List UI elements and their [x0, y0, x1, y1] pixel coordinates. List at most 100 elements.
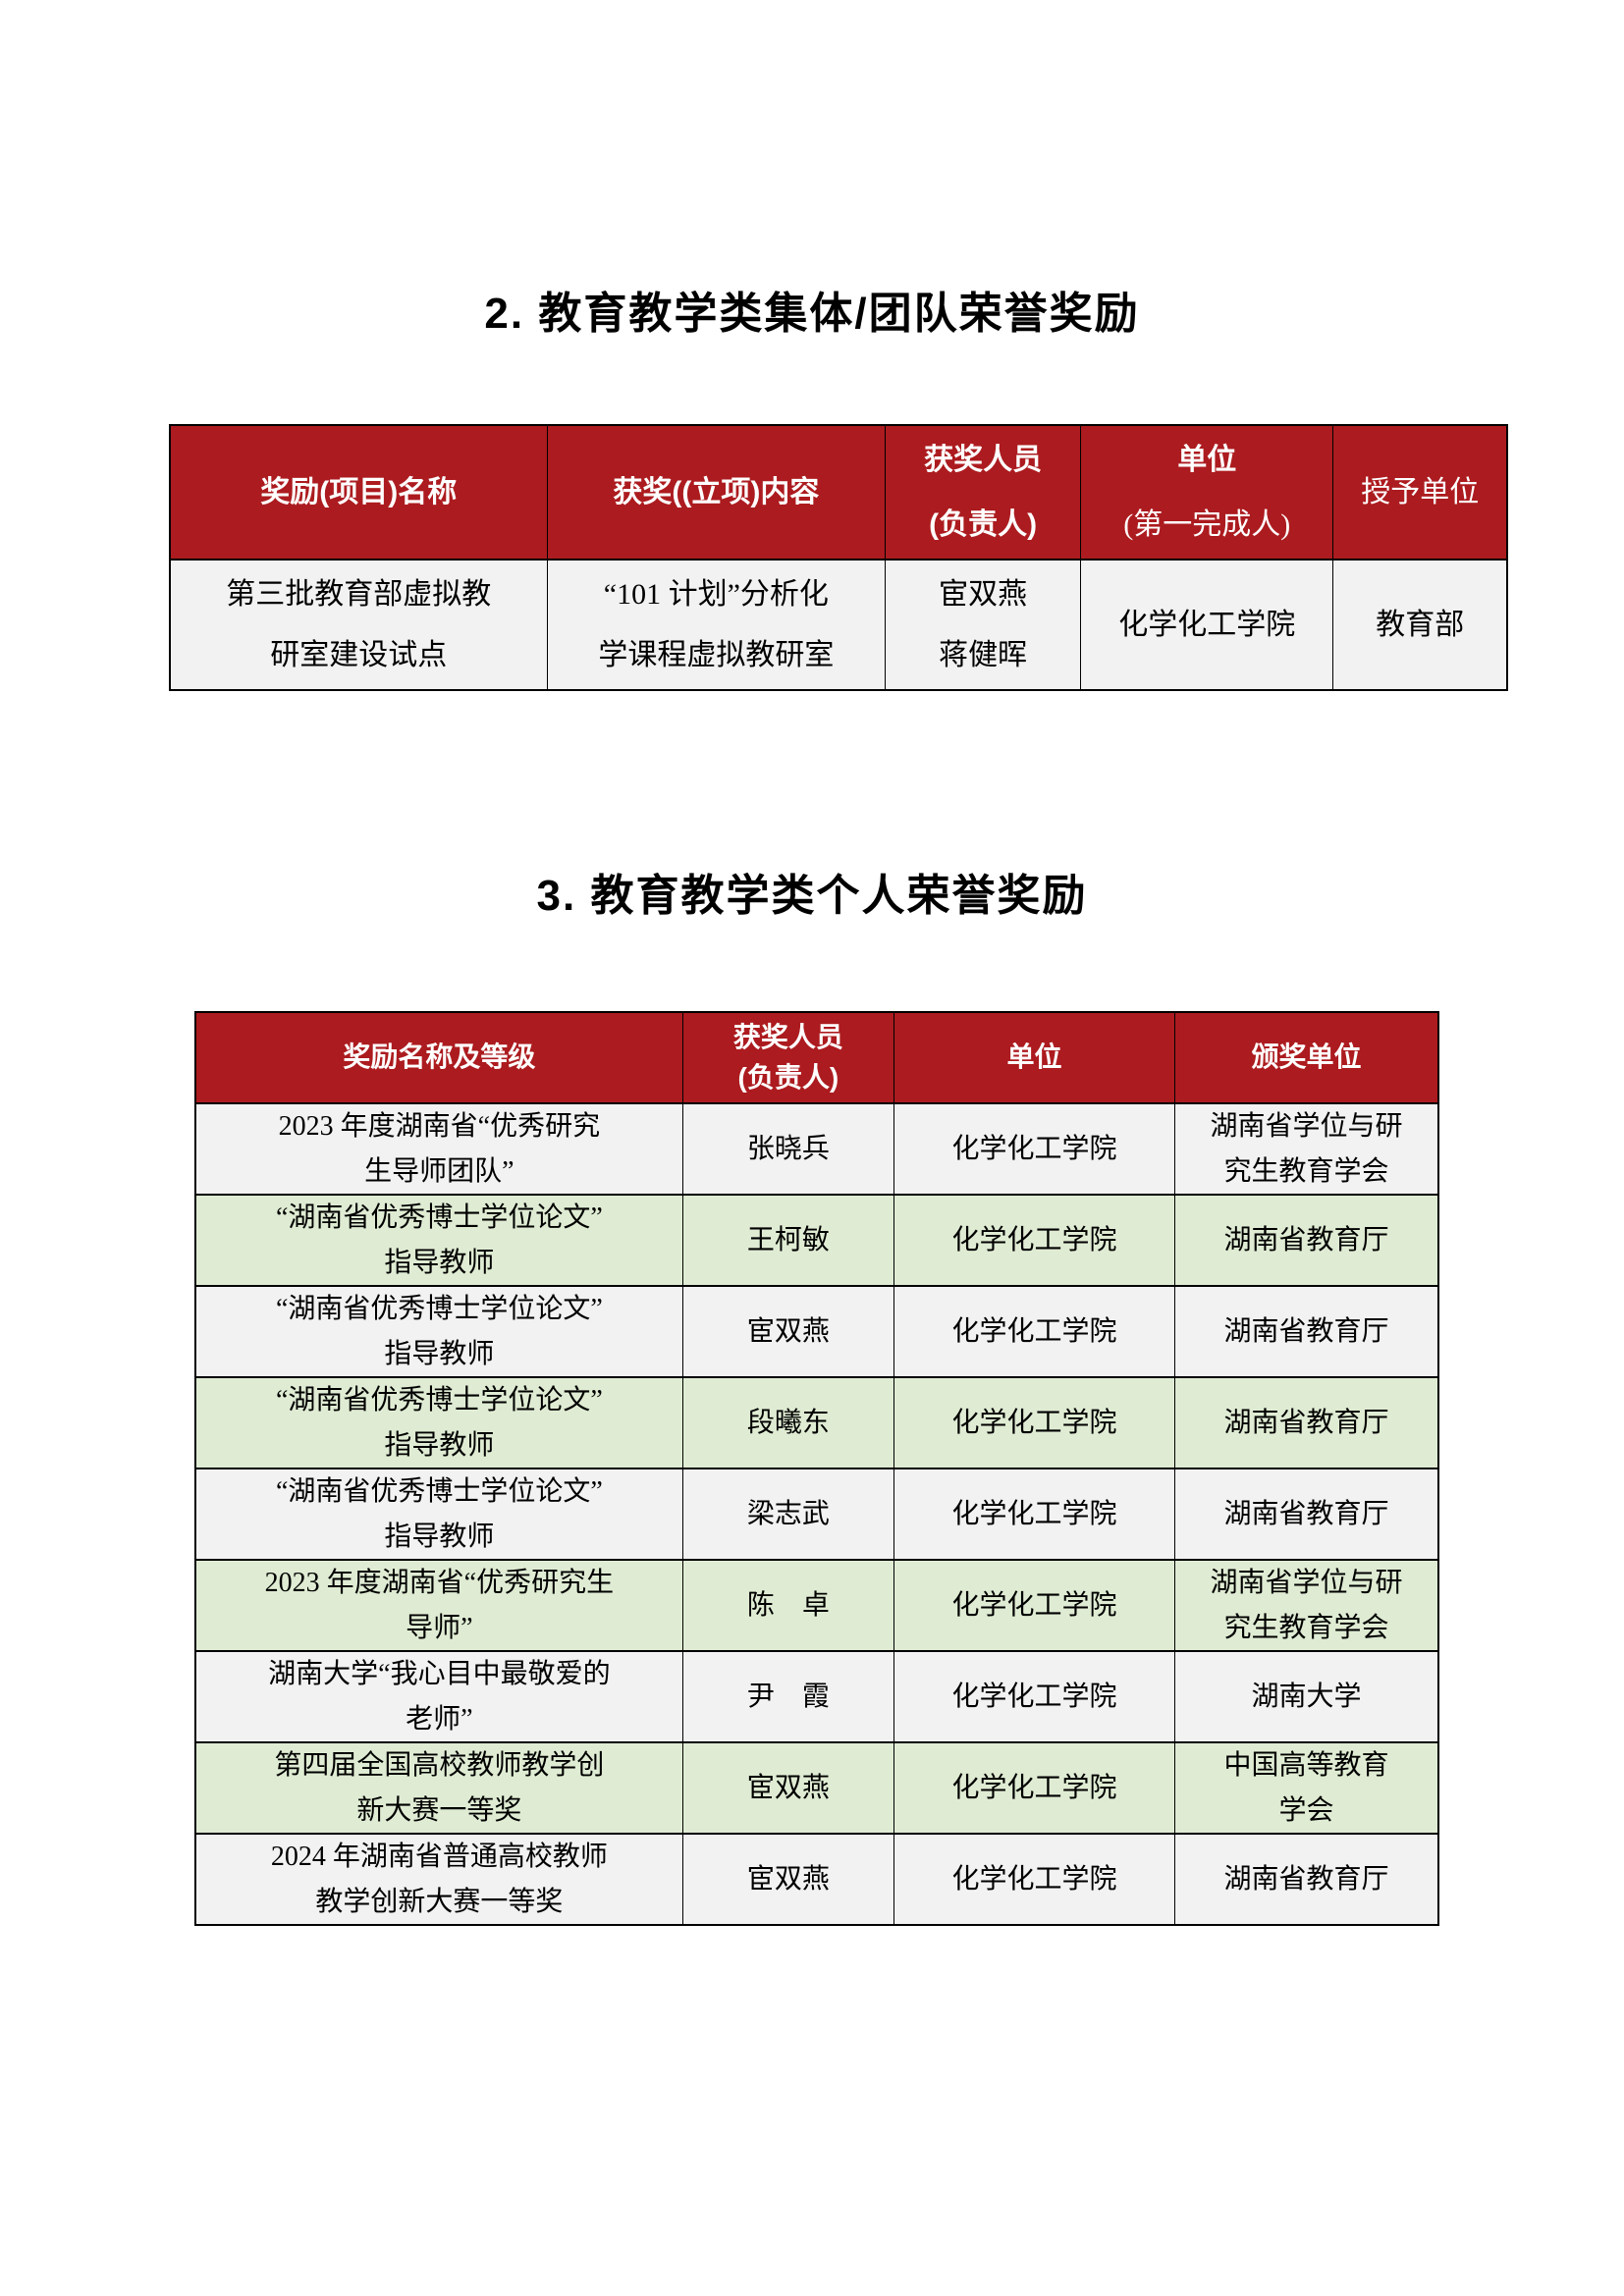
award-name-cell: 第三批教育部虚拟教 研室建设试点: [169, 559, 548, 691]
award-name-cell: 2024 年湖南省普通高校教师 教学创新大赛一等奖: [194, 1833, 683, 1926]
issuer-line1: 湖南省学位与研: [1210, 1111, 1403, 1143]
issuer-cell: 湖南省教育厅: [1174, 1376, 1439, 1469]
award-name-cell: 湖南大学“我心目中最敬爱的 老师”: [194, 1650, 683, 1743]
award-name-line1: 湖南大学“我心目中最敬爱的: [268, 1659, 611, 1690]
issuer-cell: 湖南省教育厅: [1174, 1285, 1439, 1378]
individual-awards-row: “湖南省优秀博士学位论文” 指导教师 梁志武 化学化工学院 湖南省教育厅: [194, 1468, 1439, 1561]
individual-awards-row: 湖南大学“我心目中最敬爱的 老师” 尹 霞 化学化工学院 湖南大学: [194, 1650, 1439, 1743]
award-name-line1: “湖南省优秀博士学位论文”: [275, 1202, 603, 1234]
issuer-line1: 湖南省教育厅: [1223, 1863, 1389, 1895]
awardee-cell: 梁志武: [681, 1468, 894, 1561]
issuer-line1: 湖南省学位与研: [1210, 1568, 1403, 1599]
awardee-cell: 宦双燕: [681, 1741, 894, 1835]
individual-awards-row: “湖南省优秀博士学位论文” 指导教师 王柯敏 化学化工学院 湖南省教育厅: [194, 1194, 1439, 1287]
individual-awards-row: “湖南省优秀博士学位论文” 指导教师 宦双燕 化学化工学院 湖南省教育厅: [194, 1285, 1439, 1378]
awardee-line2: 蒋健晖: [939, 638, 1028, 671]
awardee-cell: 张晓兵: [681, 1102, 894, 1196]
individual-awards-header-row: 奖励名称及等级 获奖人员 (负责人) 单位 颁奖单位: [194, 1011, 1439, 1104]
individual-awards-row: 2023 年度湖南省“优秀研究 生导师团队” 张晓兵 化学化工学院 湖南省学位与…: [194, 1102, 1439, 1196]
awardee-cell: 宦双燕: [681, 1833, 894, 1926]
issuer-line1: 湖南省教育厅: [1223, 1498, 1389, 1529]
col-header-unit-line1: 单位: [1177, 443, 1237, 476]
individual-awards-row: “湖南省优秀博士学位论文” 指导教师 段曦东 化学化工学院 湖南省教育厅: [194, 1376, 1439, 1469]
unit-cell: 化学化工学院: [893, 1285, 1176, 1378]
col-header-awardee: 获奖人员 (负责人): [885, 424, 1081, 561]
issuer-cell: 湖南省教育厅: [1174, 1194, 1439, 1287]
team-awards-header-row: 奖励(项目)名称 获奖((立项)内容 获奖人员 (负责人) 单位 (第一完成人)…: [169, 424, 1508, 561]
issuer-cell: 教育部: [1332, 559, 1508, 691]
award-name-cell: “湖南省优秀博士学位论文” 指导教师: [194, 1285, 683, 1378]
awardee-cell: 尹 霞: [681, 1650, 894, 1743]
award-name-line1: 2023 年度湖南省“优秀研究生: [264, 1568, 615, 1599]
award-name-line2: 生导师团队”: [364, 1155, 514, 1187]
col-header-award-name-grade: 奖励名称及等级: [194, 1011, 683, 1104]
issuer-line1: 中国高等教育: [1223, 1750, 1389, 1782]
award-content-line2: 学课程虚拟教研室: [598, 638, 835, 671]
unit-cell: 化学化工学院: [893, 1650, 1176, 1743]
award-name-cell: 第四届全国高校教师教学创 新大赛一等奖: [194, 1741, 683, 1835]
unit-cell: 化学化工学院: [893, 1559, 1176, 1652]
unit-cell: 化学化工学院: [893, 1833, 1176, 1926]
issuer-line1: 湖南省教育厅: [1223, 1407, 1389, 1438]
unit-cell: 化学化工学院: [893, 1376, 1176, 1469]
award-name-cell: 2023 年度湖南省“优秀研究生 导师”: [194, 1559, 683, 1652]
individual-awards-row: 2024 年湖南省普通高校教师 教学创新大赛一等奖 宦双燕 化学化工学院 湖南省…: [194, 1833, 1439, 1926]
col-header-awardee: 获奖人员 (负责人): [681, 1011, 894, 1104]
awardee-cell: 段曦东: [681, 1376, 894, 1469]
individual-awards-row: 2023 年度湖南省“优秀研究生 导师” 陈 卓 化学化工学院 湖南省学位与研 …: [194, 1559, 1439, 1652]
issuer-cell: 湖南省学位与研 究生教育学会: [1174, 1559, 1439, 1652]
awardee-cell: 宦双燕: [681, 1285, 894, 1378]
col-header-awardee-line1: 获奖人员: [732, 1021, 843, 1052]
award-name-cell: “湖南省优秀博士学位论文” 指导教师: [194, 1376, 683, 1469]
unit-cell: 化学化工学院: [1079, 559, 1334, 691]
award-content-cell: “101 计划”分析化 学课程虚拟教研室: [546, 559, 887, 691]
award-name-line2: 指导教师: [384, 1429, 495, 1461]
col-header-unit-line2: (第一完成人): [1123, 507, 1291, 541]
awardee-cell: 宦双燕 蒋健晖: [885, 559, 1081, 691]
col-header-issuer: 授予单位: [1332, 424, 1508, 561]
award-name-line1: 2024 年湖南省普通高校教师: [270, 1842, 608, 1873]
award-name-line1: 第四届全国高校教师教学创: [274, 1750, 605, 1782]
award-name-line2: 指导教师: [384, 1247, 495, 1278]
award-name-cell: “湖南省优秀博士学位论文” 指导教师: [194, 1194, 683, 1287]
col-header-issuer: 颁奖单位: [1174, 1011, 1439, 1104]
award-name-cell: 2023 年度湖南省“优秀研究 生导师团队”: [194, 1102, 683, 1196]
col-header-award-project-name: 奖励(项目)名称: [169, 424, 548, 561]
team-awards-row: 第三批教育部虚拟教 研室建设试点 “101 计划”分析化 学课程虚拟教研室 宦双…: [169, 559, 1508, 691]
award-name-line2: 研室建设试点: [270, 638, 448, 671]
col-header-awardee-line2: (负责人): [929, 507, 1038, 541]
issuer-line2: 学会: [1278, 1794, 1334, 1826]
awardee-cell: 王柯敏: [681, 1194, 894, 1287]
award-name-line2: 教学创新大赛一等奖: [315, 1886, 564, 1917]
section-3-title: 3. 教育教学类个人荣誉奖励: [536, 872, 1088, 920]
award-name-line1: 第三批教育部虚拟教: [226, 578, 492, 611]
award-name-line2: 指导教师: [384, 1338, 495, 1369]
award-name-line1: 2023 年度湖南省“优秀研究: [278, 1111, 601, 1143]
col-header-award-content: 获奖((立项)内容: [546, 424, 887, 561]
issuer-line2: 究生教育学会: [1223, 1155, 1389, 1187]
individual-awards-table: 奖励名称及等级 获奖人员 (负责人) 单位 颁奖单位 2023 年度湖南省“优秀…: [194, 1011, 1439, 1926]
award-name-line2: 老师”: [406, 1703, 473, 1735]
award-name-line1: “湖南省优秀博士学位论文”: [275, 1294, 603, 1325]
issuer-line2: 究生教育学会: [1223, 1612, 1389, 1643]
col-header-unit: 单位: [893, 1011, 1176, 1104]
unit-cell: 化学化工学院: [893, 1194, 1176, 1287]
unit-cell: 化学化工学院: [893, 1468, 1176, 1561]
section-2-title: 2. 教育教学类集体/团队荣誉奖励: [484, 290, 1140, 338]
issuer-cell: 湖南大学: [1174, 1650, 1439, 1743]
issuer-line1: 湖南省教育厅: [1223, 1315, 1389, 1347]
award-content-line1: “101 计划”分析化: [603, 578, 829, 611]
issuer-cell: 湖南省学位与研 究生教育学会: [1174, 1102, 1439, 1196]
team-awards-table: 奖励(项目)名称 获奖((立项)内容 获奖人员 (负责人) 单位 (第一完成人)…: [169, 424, 1508, 691]
issuer-cell: 湖南省教育厅: [1174, 1833, 1439, 1926]
award-name-line2: 新大赛一等奖: [356, 1794, 522, 1826]
individual-awards-row: 第四届全国高校教师教学创 新大赛一等奖 宦双燕 化学化工学院 中国高等教育 学会: [194, 1741, 1439, 1835]
issuer-cell: 中国高等教育 学会: [1174, 1741, 1439, 1835]
issuer-line1: 湖南省教育厅: [1223, 1224, 1389, 1255]
issuer-cell: 湖南省教育厅: [1174, 1468, 1439, 1561]
unit-cell: 化学化工学院: [893, 1741, 1176, 1835]
col-header-awardee-line2: (负责人): [737, 1061, 839, 1093]
award-name-cell: “湖南省优秀博士学位论文” 指导教师: [194, 1468, 683, 1561]
award-name-line1: “湖南省优秀博士学位论文”: [275, 1476, 603, 1508]
